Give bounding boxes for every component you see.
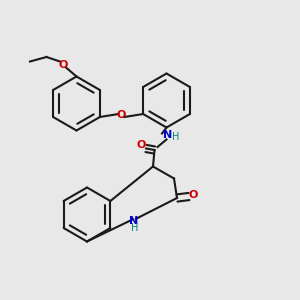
Text: O: O bbox=[117, 110, 126, 121]
Text: H: H bbox=[172, 132, 179, 142]
Text: N: N bbox=[129, 216, 138, 226]
Text: N: N bbox=[164, 130, 172, 140]
Text: O: O bbox=[189, 190, 198, 200]
Text: O: O bbox=[58, 59, 68, 70]
Text: H: H bbox=[131, 223, 139, 233]
Text: O: O bbox=[136, 140, 146, 151]
